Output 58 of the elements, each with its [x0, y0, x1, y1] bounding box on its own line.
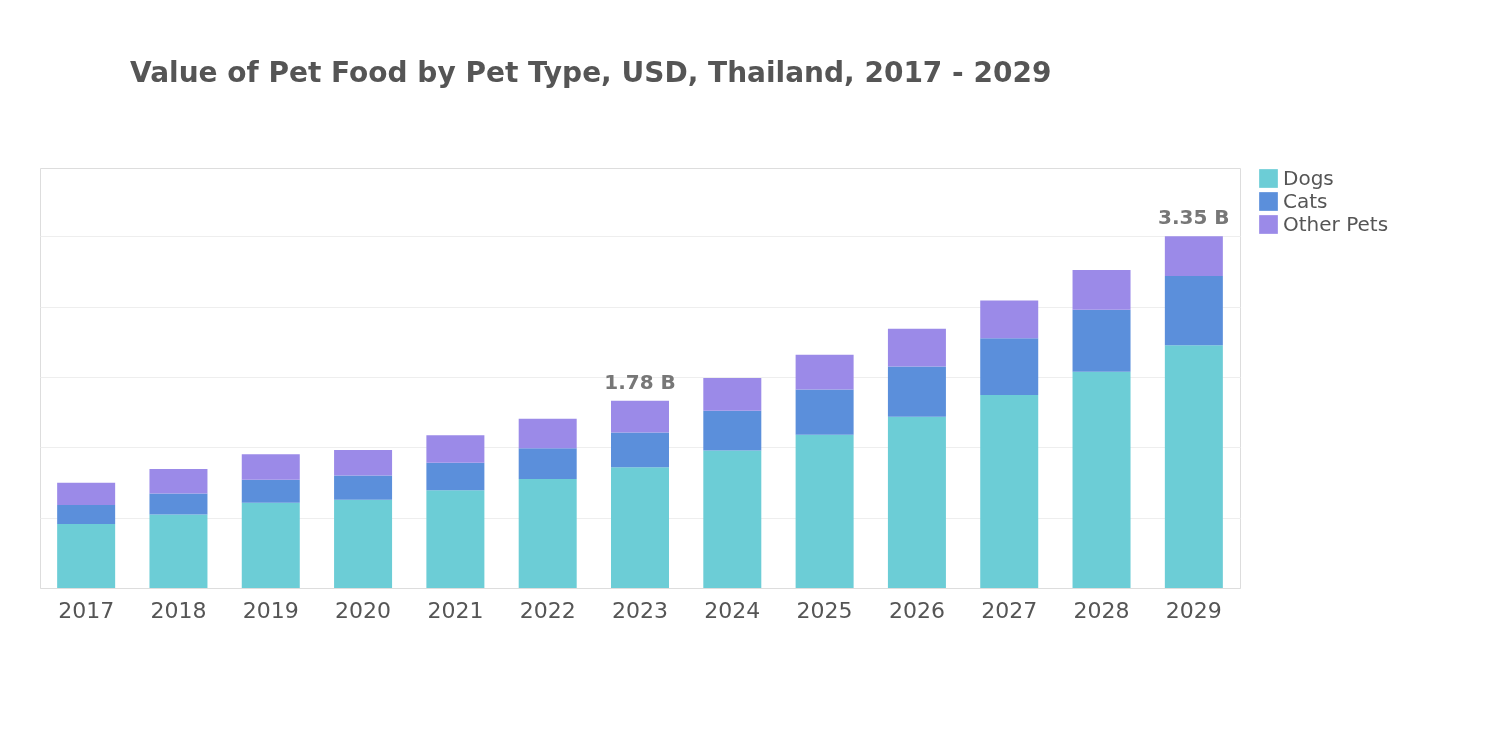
x-tick-label: 2025	[796, 597, 853, 623]
x-tick-label: 2024	[704, 597, 761, 623]
bar	[980, 338, 1039, 395]
x-tick-label: 2029	[1165, 597, 1222, 623]
bar	[149, 493, 208, 515]
x-tick-label: 2019	[242, 597, 299, 623]
bar	[241, 479, 300, 503]
bar	[426, 435, 485, 463]
bar	[334, 499, 393, 588]
bar	[149, 514, 208, 588]
bar	[703, 378, 762, 411]
bar	[1072, 371, 1131, 588]
bar	[57, 504, 116, 524]
bar	[241, 502, 300, 588]
bar	[57, 523, 116, 588]
bar	[1164, 236, 1223, 276]
x-tick-label: 2022	[519, 597, 576, 623]
bar	[149, 469, 208, 494]
x-tick-label: 2018	[150, 597, 207, 623]
legend-label: Dogs	[1283, 165, 1334, 190]
bar	[1164, 275, 1223, 346]
bar	[887, 416, 946, 588]
bar	[795, 434, 854, 588]
bar	[518, 448, 577, 479]
x-tick-label: 2026	[888, 597, 945, 623]
bar	[980, 300, 1039, 339]
bar	[795, 389, 854, 435]
bar	[795, 354, 854, 390]
bar	[703, 450, 762, 588]
bar	[426, 490, 485, 588]
legend-label: Other Pets	[1283, 211, 1389, 236]
annotation: 3.35 B	[1158, 205, 1230, 230]
bar	[518, 418, 577, 449]
bar	[518, 478, 577, 588]
bar	[611, 400, 669, 433]
bar	[1072, 270, 1131, 310]
bar	[57, 482, 116, 505]
bar	[334, 475, 393, 500]
x-tick-label: 2028	[1073, 597, 1130, 623]
x-tick-label: 2021	[427, 597, 484, 623]
bar	[426, 462, 485, 491]
bar	[980, 394, 1039, 588]
bar	[887, 328, 946, 367]
x-tick-label: 2027	[981, 597, 1038, 623]
bar	[887, 366, 946, 417]
bar	[611, 432, 669, 468]
bar	[703, 410, 762, 451]
bar	[611, 467, 669, 588]
bar	[334, 450, 393, 476]
bar	[1072, 309, 1131, 372]
chart-title: Value of Pet Food by Pet Type, USD, Thailand, 2017 - 2029	[130, 56, 1052, 89]
x-tick-label: 2023	[612, 597, 668, 623]
bar	[1164, 345, 1223, 588]
annotation: 1.78 B	[604, 369, 676, 394]
x-tick-label: 2017	[58, 597, 115, 623]
x-tick-label: 2020	[335, 597, 392, 623]
legend-label: Cats	[1283, 188, 1328, 213]
bar	[241, 454, 300, 480]
